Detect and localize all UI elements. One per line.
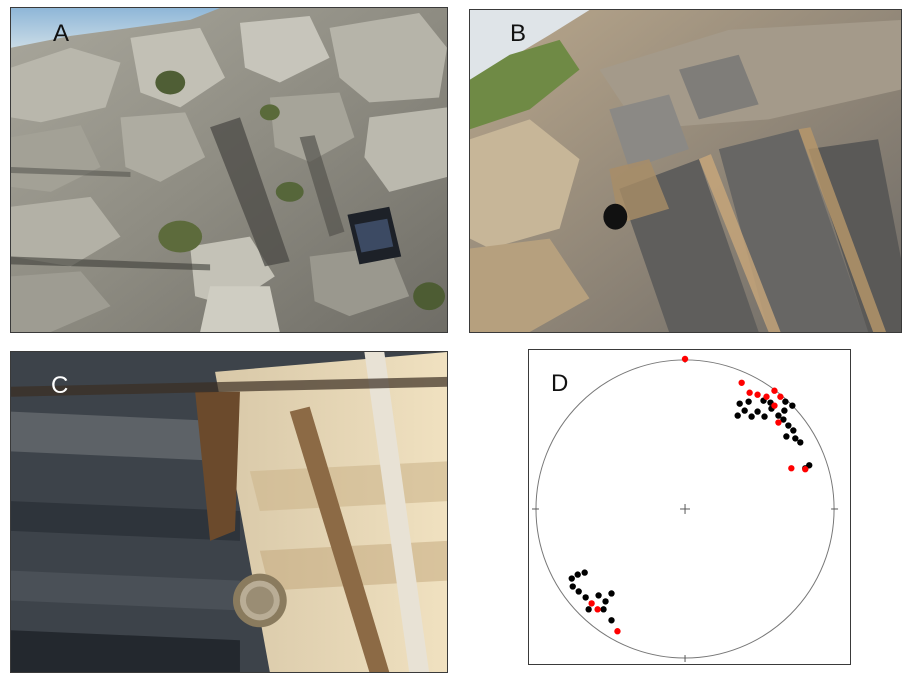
pole-point-black-22 <box>568 575 575 582</box>
pole-point-black-25 <box>569 583 576 590</box>
pole-point-black-0 <box>734 412 741 419</box>
pole-point-red-10 <box>802 466 809 473</box>
pole-point-red-7 <box>771 402 778 409</box>
stereonet-panel-d: D <box>528 349 851 665</box>
pole-point-black-7 <box>781 407 788 414</box>
pole-point-black-4 <box>761 413 768 420</box>
pole-point-black-17 <box>783 433 790 440</box>
outcrop-photo-a <box>11 8 447 332</box>
pole-point-black-31 <box>600 606 607 613</box>
panel-label-c: C <box>51 372 69 399</box>
pole-point-black-14 <box>780 416 787 423</box>
pole-point-black-27 <box>582 594 589 601</box>
panel-label-d: D <box>551 370 569 397</box>
pole-point-black-30 <box>608 590 615 597</box>
pole-point-red-8 <box>775 419 782 426</box>
pole-point-black-13 <box>789 402 796 409</box>
pole-point-red-12 <box>594 606 601 613</box>
pole-point-red-1 <box>738 379 745 386</box>
photo-panel-c: C <box>10 351 448 673</box>
pole-point-black-26 <box>575 588 582 595</box>
pole-point-black-21 <box>806 462 813 469</box>
pole-point-black-1 <box>741 407 748 414</box>
pole-point-black-3 <box>754 408 761 415</box>
pole-point-red-9 <box>788 465 795 472</box>
pole-point-red-4 <box>763 393 770 400</box>
pole-point-red-5 <box>771 387 778 394</box>
pole-point-red-3 <box>754 391 761 398</box>
pole-points <box>568 355 813 635</box>
outcrop-photo-c <box>11 352 447 672</box>
pole-point-black-32 <box>608 617 615 624</box>
pole-point-red-11 <box>588 600 595 607</box>
pole-point-black-18 <box>792 435 799 442</box>
pole-point-black-29 <box>602 598 609 605</box>
pole-point-black-16 <box>790 427 797 434</box>
photo-panel-b: B <box>469 9 902 333</box>
outcrop-photo-b <box>470 10 901 332</box>
stereonet-plot <box>532 355 839 663</box>
pole-point-black-6 <box>775 412 782 419</box>
pole-point-red-13 <box>614 628 621 635</box>
panel-label-a: A <box>53 20 70 47</box>
pole-point-black-19 <box>797 439 804 446</box>
pole-point-black-33 <box>585 606 592 613</box>
panel-label-b: B <box>510 20 527 47</box>
pole-point-black-23 <box>574 571 581 578</box>
pole-point-black-12 <box>782 398 789 405</box>
pole-point-black-9 <box>745 398 752 405</box>
pole-point-black-15 <box>785 422 792 429</box>
pole-point-black-2 <box>748 413 755 420</box>
pole-point-black-24 <box>581 569 588 576</box>
pole-point-red-2 <box>746 389 753 396</box>
pole-point-red-0 <box>681 355 689 363</box>
pole-point-black-28 <box>595 592 602 599</box>
pole-point-red-6 <box>777 393 784 400</box>
photo-panel-a: A <box>10 7 448 333</box>
pole-point-black-8 <box>736 400 743 407</box>
